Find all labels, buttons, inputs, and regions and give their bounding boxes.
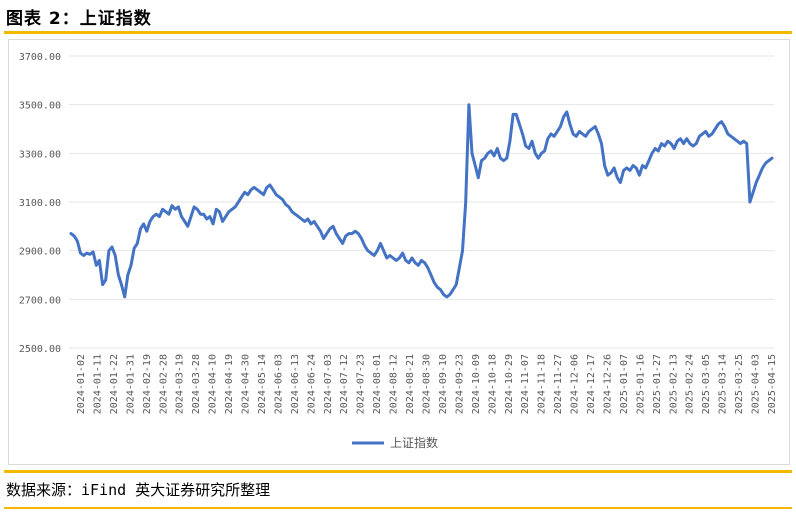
x-tick-label: 2024-01-22	[109, 354, 120, 414]
grid-lines	[69, 55, 774, 349]
chart-frame: 2500.00 2700.00 2900.00 3100.00 3300.00 3500.…	[8, 39, 790, 465]
source-note: 数据来源：iFind 英大证券研究所整理	[6, 481, 271, 499]
x-tick-label: 2024-11-27	[553, 354, 564, 414]
series-line	[69, 103, 774, 299]
y-tick-label: 3700.00	[19, 52, 61, 63]
x-tick-label: 2024-10-09	[471, 354, 482, 414]
legend-label: 上证指数	[390, 435, 438, 450]
x-tick-label: 2024-08-21	[405, 354, 416, 414]
x-tick-label: 2025-01-07	[619, 354, 630, 414]
bottom-rule	[4, 470, 792, 473]
x-tick-label: 2024-02-28	[158, 354, 169, 414]
x-tick-label: 2024-10-29	[504, 354, 515, 414]
x-tick-label: 2024-08-30	[422, 354, 433, 414]
x-tick-label: 2025-04-15	[767, 354, 778, 414]
x-axis-tick-labels: 2024-01-02 2024-01-11 2024-01-22 2024-01-31…	[76, 354, 778, 414]
x-tick-label: 2025-04-03	[751, 354, 762, 414]
y-tick-label: 3100.00	[19, 198, 61, 209]
x-tick-label: 2025-03-25	[734, 354, 745, 414]
x-tick-label: 2025-03-14	[718, 354, 729, 414]
x-tick-label: 2024-09-23	[454, 354, 465, 414]
x-tick-label: 2024-04-30	[241, 354, 252, 414]
x-tick-label: 2024-03-28	[191, 354, 202, 414]
x-tick-label: 2024-06-24	[306, 354, 317, 414]
line-chart: 2500.00 2700.00 2900.00 3100.00 3300.00 3500.…	[19, 52, 778, 450]
y-axis-tick-labels: 2500.00 2700.00 2900.00 3100.00 3300.00 3500.…	[19, 52, 61, 355]
x-tick-label: 2024-05-14	[257, 354, 268, 414]
x-tick-label: 2024-06-13	[290, 354, 301, 414]
bottom-rule-2	[4, 507, 792, 509]
x-tick-label: 2024-07-23	[356, 354, 367, 414]
x-tick-label: 2024-09-10	[438, 354, 449, 414]
legend: 上证指数	[352, 435, 438, 450]
x-tick-label: 2025-02-24	[685, 354, 696, 414]
x-tick-label: 2024-07-12	[339, 354, 350, 414]
x-tick-label: 2024-12-17	[586, 354, 597, 414]
x-tick-label: 2024-08-12	[389, 354, 400, 414]
x-tick-label: 2024-01-11	[92, 354, 103, 414]
y-tick-label: 2900.00	[19, 247, 61, 258]
x-tick-label: 2024-04-19	[224, 354, 235, 414]
x-tick-label: 2024-12-26	[602, 354, 613, 414]
x-tick-label: 2024-12-06	[570, 354, 581, 414]
x-tick-label: 2025-03-05	[701, 354, 712, 414]
x-tick-label: 2024-10-18	[487, 354, 498, 414]
y-tick-label: 3500.00	[19, 101, 61, 112]
top-rule	[4, 31, 792, 34]
x-tick-label: 2025-01-27	[652, 354, 663, 414]
x-tick-label: 2024-01-02	[76, 354, 87, 414]
x-tick-label: 2024-07-03	[323, 354, 334, 414]
x-tick-label: 2024-08-01	[372, 354, 383, 414]
x-tick-label: 2024-01-31	[125, 354, 136, 414]
x-tick-label: 2024-11-07	[520, 354, 531, 414]
x-tick-label: 2024-06-03	[273, 354, 284, 414]
x-tick-label: 2024-02-19	[142, 354, 153, 414]
y-tick-label: 2500.00	[19, 344, 61, 355]
y-tick-label: 3300.00	[19, 149, 61, 160]
x-tick-label: 2025-02-13	[668, 354, 679, 414]
x-tick-label: 2024-03-19	[175, 354, 186, 414]
x-tick-label: 2024-11-18	[537, 354, 548, 414]
x-tick-label: 2025-01-16	[635, 354, 646, 414]
series-lines	[69, 103, 774, 299]
y-tick-label: 2700.00	[19, 295, 61, 306]
x-tick-label: 2024-04-10	[208, 354, 219, 414]
figure-title: 图表 2：上证指数	[6, 9, 152, 29]
